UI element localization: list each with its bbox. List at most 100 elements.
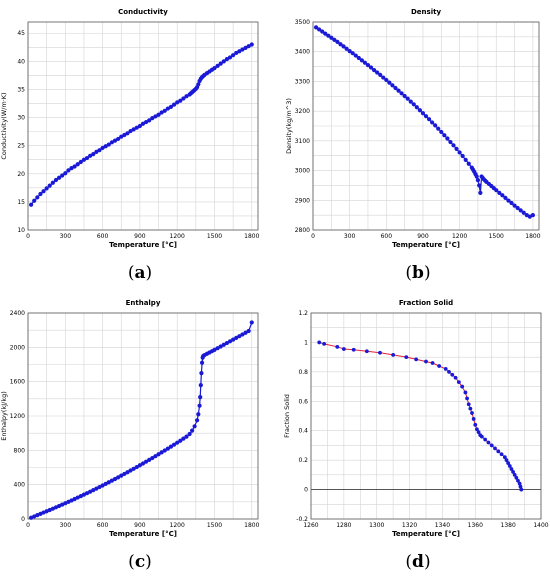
y-tick-label: 0.8 [298, 369, 308, 376]
data-point [414, 105, 419, 110]
x-tick-label: 0 [26, 522, 30, 529]
y-tick-label: 25 [17, 143, 25, 150]
data-point [424, 359, 428, 364]
data-point [507, 464, 512, 468]
x-axis-label: Temperature [°C] [392, 241, 460, 249]
data-point [365, 62, 371, 68]
data-point [430, 361, 435, 365]
y-tick-label: 3100 [295, 138, 310, 145]
data-point [109, 478, 115, 483]
data-point [41, 189, 46, 194]
y-tick-label: -0.2 [296, 516, 308, 523]
data-point [460, 153, 465, 159]
data-point [178, 438, 183, 443]
data-point [137, 123, 142, 129]
data-point [474, 174, 479, 179]
data-point [100, 145, 105, 151]
data-point [197, 403, 202, 408]
data-point [94, 486, 99, 491]
fraction-solid-chart: 1260 1280 1300 1320 1340 1360 1380 1400 -0.2 0 0.2… [283, 299, 549, 538]
data-point [84, 155, 90, 161]
data-point [511, 470, 515, 474]
data-point [483, 437, 488, 442]
data-point [192, 424, 197, 429]
data-point [317, 340, 322, 345]
x-tick-label: 1400 [533, 522, 548, 529]
x-tick-label: 1200 [170, 522, 185, 529]
data-point [497, 190, 502, 195]
y-tick-label: 0.6 [298, 398, 308, 405]
data-point [215, 346, 220, 351]
data-point [215, 63, 220, 68]
data-point [465, 396, 469, 401]
data-point [359, 58, 364, 63]
data-point [196, 82, 201, 87]
data-point [506, 461, 511, 465]
data-point [364, 349, 369, 354]
data-point [478, 190, 483, 195]
data-point [100, 483, 105, 488]
data-point [218, 344, 223, 349]
data-point [402, 93, 407, 99]
data-point [240, 47, 245, 52]
data-point [393, 85, 398, 91]
y-tick-label: 1 [304, 339, 308, 346]
x-tick-label: 900 [134, 522, 146, 529]
y-axis-label: Conductivity(W/m·K) [0, 92, 8, 159]
y-tick-label: 1200 [10, 413, 25, 420]
data-point [430, 120, 435, 125]
data-point [479, 434, 484, 439]
data-point [460, 384, 465, 389]
data-point [504, 458, 509, 463]
data-point [322, 342, 327, 346]
data-point [453, 375, 458, 380]
data-point [463, 157, 468, 162]
data-point [404, 355, 409, 360]
data-point [106, 142, 111, 147]
data-point [178, 98, 183, 103]
y-tick-label: 3200 [295, 108, 310, 115]
data-point [475, 177, 481, 183]
density-chart: 0 300 600 900 1200 1500 1800 2800 2900 3000 3100 32… [285, 8, 541, 249]
x-tick-label: 1800 [525, 233, 540, 240]
y-tick-label: 3000 [295, 168, 310, 175]
data-point [450, 372, 455, 377]
data-point [122, 132, 127, 138]
data-point [190, 428, 195, 433]
data-point [165, 106, 170, 111]
data-point [175, 440, 180, 445]
data-point [156, 452, 161, 457]
conductivity-chart: 0 300 600 900 1200 1500 1800 10 15 20 25 30 35 40 45 Co… [0, 8, 260, 249]
x-tick-label: 600 [381, 233, 393, 240]
x-tick-label: 1800 [244, 233, 259, 240]
data-point [153, 454, 158, 459]
data-point [502, 455, 507, 460]
data-point [234, 335, 239, 340]
y-tick-label: 400 [14, 482, 26, 489]
chart-title: Fraction Solid [399, 299, 453, 307]
y-tick-label: 40 [17, 58, 25, 65]
data-point [246, 328, 251, 334]
data-point [320, 29, 325, 34]
data-point [91, 488, 96, 493]
data-point [125, 470, 130, 475]
plot-frame [312, 21, 540, 231]
data-point [473, 422, 478, 427]
x-tick-label: 1320 [402, 522, 417, 529]
data-point [514, 475, 519, 480]
data-point [137, 463, 142, 468]
y-tick-label: 800 [14, 447, 26, 454]
data-point [227, 339, 233, 344]
data-point [356, 55, 361, 61]
x-tick-label: 300 [60, 522, 72, 529]
data-point [381, 75, 386, 80]
data-point [493, 446, 497, 451]
data-point [420, 111, 426, 116]
data-point [128, 128, 133, 134]
data-point [414, 357, 419, 362]
y-axis-label: Density(kg/m^3) [285, 98, 293, 154]
data-point [499, 452, 504, 457]
data-point [362, 60, 368, 65]
data-point [368, 65, 374, 70]
data-point [500, 193, 505, 198]
